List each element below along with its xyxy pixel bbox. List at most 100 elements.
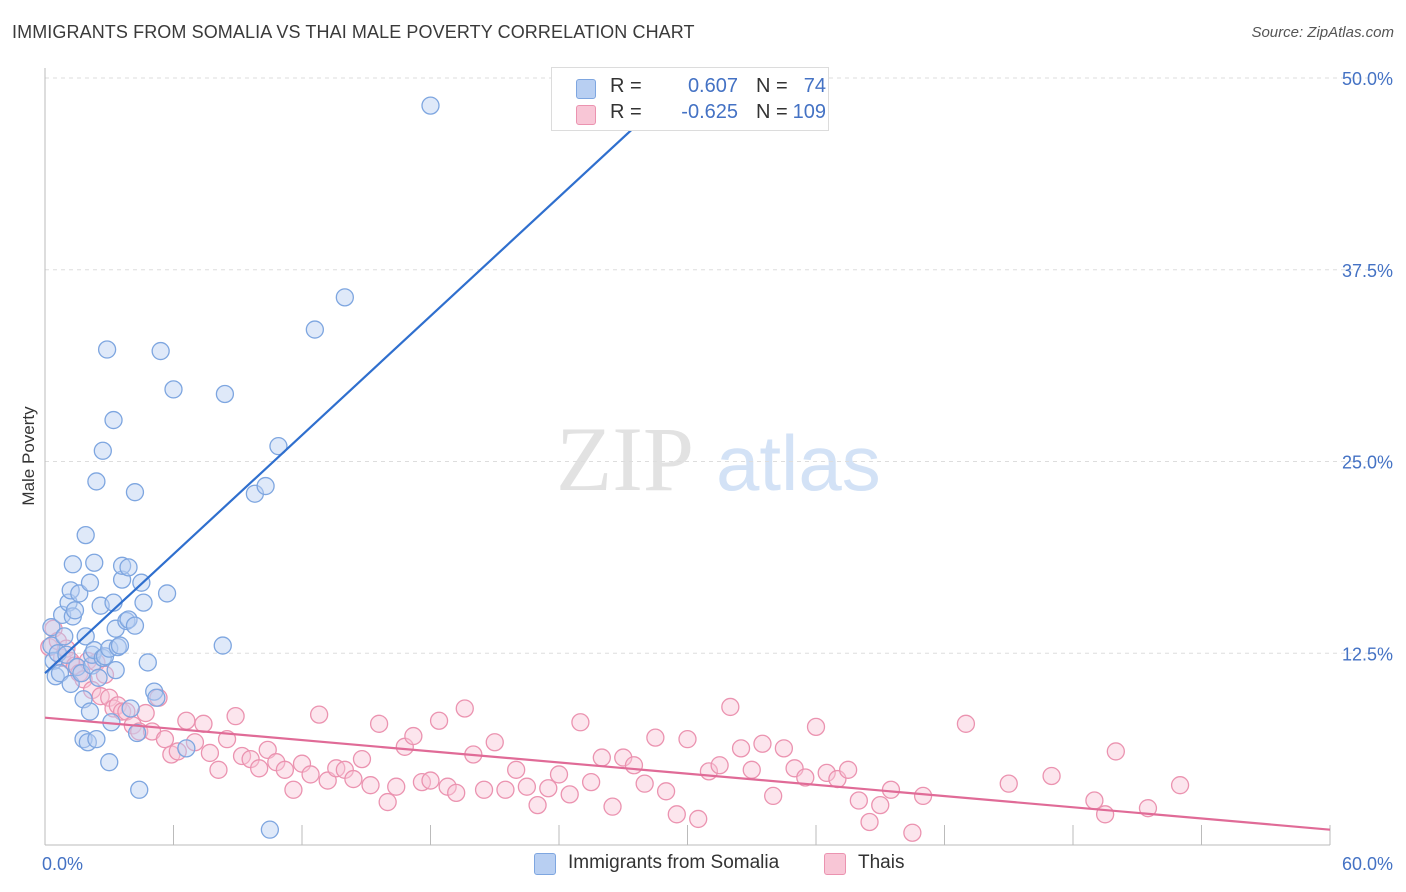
legend-swatch-thais bbox=[576, 105, 596, 125]
data-point-thais bbox=[344, 769, 363, 789]
series-thais bbox=[40, 619, 1190, 842]
data-point-somalia bbox=[256, 476, 275, 496]
data-point-thais bbox=[474, 780, 494, 799]
data-point-somalia bbox=[42, 618, 61, 637]
data-point-thais bbox=[447, 783, 466, 802]
data-point-thais bbox=[309, 705, 329, 724]
data-point-somalia bbox=[125, 616, 145, 635]
data-point-thais bbox=[301, 765, 320, 784]
data-point-thais bbox=[753, 734, 772, 753]
data-point-thais bbox=[796, 768, 815, 787]
data-point-somalia bbox=[157, 584, 177, 603]
series-legend-label-thais: Thais bbox=[858, 852, 905, 873]
data-point-somalia bbox=[50, 664, 70, 683]
data-point-thais bbox=[817, 763, 836, 783]
data-point-thais bbox=[656, 782, 676, 801]
data-point-somalia bbox=[215, 384, 235, 404]
data-point-somalia bbox=[119, 558, 138, 577]
watermark-atlas: atlas bbox=[716, 419, 881, 507]
data-point-somalia bbox=[335, 288, 354, 307]
data-point-thais bbox=[667, 805, 686, 824]
series-legend-label-somalia: Immigrants from Somalia bbox=[568, 852, 780, 873]
series-legend-swatch-thais bbox=[824, 853, 846, 875]
trend-line-thais bbox=[44, 716, 1331, 831]
y-tick-label: 50.0% bbox=[1342, 69, 1393, 89]
data-point-thais bbox=[881, 780, 901, 799]
data-point-somalia bbox=[110, 636, 130, 655]
data-point-somalia bbox=[121, 699, 140, 718]
legend-n-value: 74 bbox=[803, 75, 826, 97]
data-point-somalia bbox=[89, 668, 108, 687]
data-point-thais bbox=[999, 774, 1018, 793]
data-point-somalia bbox=[269, 437, 288, 456]
data-point-thais bbox=[581, 772, 601, 792]
data-point-somalia bbox=[85, 553, 104, 572]
data-point-somalia bbox=[76, 525, 95, 545]
data-point-somalia bbox=[177, 739, 196, 758]
data-point-thais bbox=[455, 699, 474, 718]
chart-title: IMMIGRANTS FROM SOMALIA VS THAI MALE POV… bbox=[12, 22, 695, 42]
data-point-thais bbox=[549, 765, 569, 784]
data-point-somalia bbox=[134, 593, 153, 612]
data-point-thais bbox=[956, 714, 976, 733]
data-point-thais bbox=[646, 728, 665, 747]
data-point-thais bbox=[496, 780, 515, 799]
data-point-somalia bbox=[100, 753, 119, 772]
data-point-thais bbox=[849, 791, 868, 810]
data-point-thais bbox=[689, 809, 708, 829]
data-point-thais bbox=[1095, 805, 1115, 824]
data-point-thais bbox=[539, 779, 558, 798]
data-point-thais bbox=[155, 730, 175, 749]
data-point-thais bbox=[507, 760, 526, 779]
series-legend-swatch-somalia bbox=[534, 853, 556, 875]
series-legend: Immigrants from Somalia Thais bbox=[0, 852, 1406, 878]
tick-labels: 12.5% 25.0% 37.5% 50.0% 0.0% 60.0% bbox=[42, 69, 1393, 874]
data-point-thais bbox=[742, 760, 761, 779]
data-point-thais bbox=[517, 777, 537, 796]
trend-lines bbox=[44, 77, 1331, 831]
legend-r-label: R = bbox=[610, 101, 642, 123]
trend-line-somalia bbox=[44, 77, 689, 674]
data-point-thais bbox=[387, 777, 406, 796]
data-point-somalia bbox=[130, 780, 149, 799]
gridlines bbox=[45, 77, 1370, 654]
data-point-thais bbox=[721, 697, 740, 717]
legend: R = 0.607 N = 74 R = -0.625 N = 109 bbox=[551, 67, 829, 131]
data-point-somalia bbox=[125, 483, 145, 502]
legend-r-value: 0.607 bbox=[687, 75, 738, 97]
watermark-zip: ZIP bbox=[556, 408, 694, 510]
x-tick-label: 60.0% bbox=[1342, 854, 1393, 874]
data-point-thais bbox=[369, 714, 389, 733]
data-point-thais bbox=[284, 780, 303, 799]
legend-r-value: -0.625 bbox=[681, 101, 738, 123]
data-point-somalia bbox=[164, 380, 183, 399]
data-point-thais bbox=[603, 797, 622, 816]
data-point-thais bbox=[1085, 791, 1104, 810]
data-point-thais bbox=[1042, 766, 1061, 786]
legend-n-label: N = bbox=[756, 101, 788, 123]
data-point-thais bbox=[571, 713, 590, 732]
data-point-thais bbox=[1170, 776, 1190, 795]
data-point-somalia bbox=[80, 702, 100, 721]
data-point-thais bbox=[731, 739, 751, 758]
data-point-thais bbox=[429, 711, 449, 730]
legend-swatch-somalia bbox=[576, 79, 596, 99]
data-point-thais bbox=[774, 739, 794, 758]
data-point-thais bbox=[860, 812, 879, 832]
series-somalia bbox=[42, 96, 440, 839]
data-point-thais bbox=[404, 726, 423, 746]
data-point-somalia bbox=[151, 341, 170, 361]
data-point-somalia bbox=[80, 573, 100, 592]
data-point-thais bbox=[226, 706, 245, 726]
data-point-somalia bbox=[127, 723, 147, 743]
data-point-somalia bbox=[61, 674, 80, 694]
data-point-somalia bbox=[93, 441, 112, 460]
data-point-thais bbox=[352, 749, 372, 769]
data-point-somalia bbox=[138, 653, 157, 672]
data-point-thais bbox=[200, 743, 220, 763]
data-point-somalia bbox=[97, 340, 117, 359]
x-tick-label: 0.0% bbox=[42, 854, 83, 874]
legend-n-label: N = bbox=[756, 75, 788, 97]
data-point-thais bbox=[421, 771, 440, 790]
